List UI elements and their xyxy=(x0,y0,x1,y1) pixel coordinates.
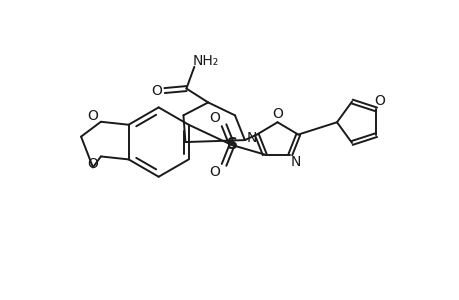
Text: O: O xyxy=(151,84,162,98)
Text: O: O xyxy=(272,107,282,121)
Text: N: N xyxy=(290,155,300,170)
Text: O: O xyxy=(373,94,384,107)
Text: O: O xyxy=(209,165,220,179)
Text: O: O xyxy=(87,158,98,171)
Text: NH₂: NH₂ xyxy=(193,54,219,68)
Text: O: O xyxy=(87,109,98,123)
Text: S: S xyxy=(226,136,237,152)
Text: O: O xyxy=(209,111,220,125)
Text: N: N xyxy=(246,131,257,145)
